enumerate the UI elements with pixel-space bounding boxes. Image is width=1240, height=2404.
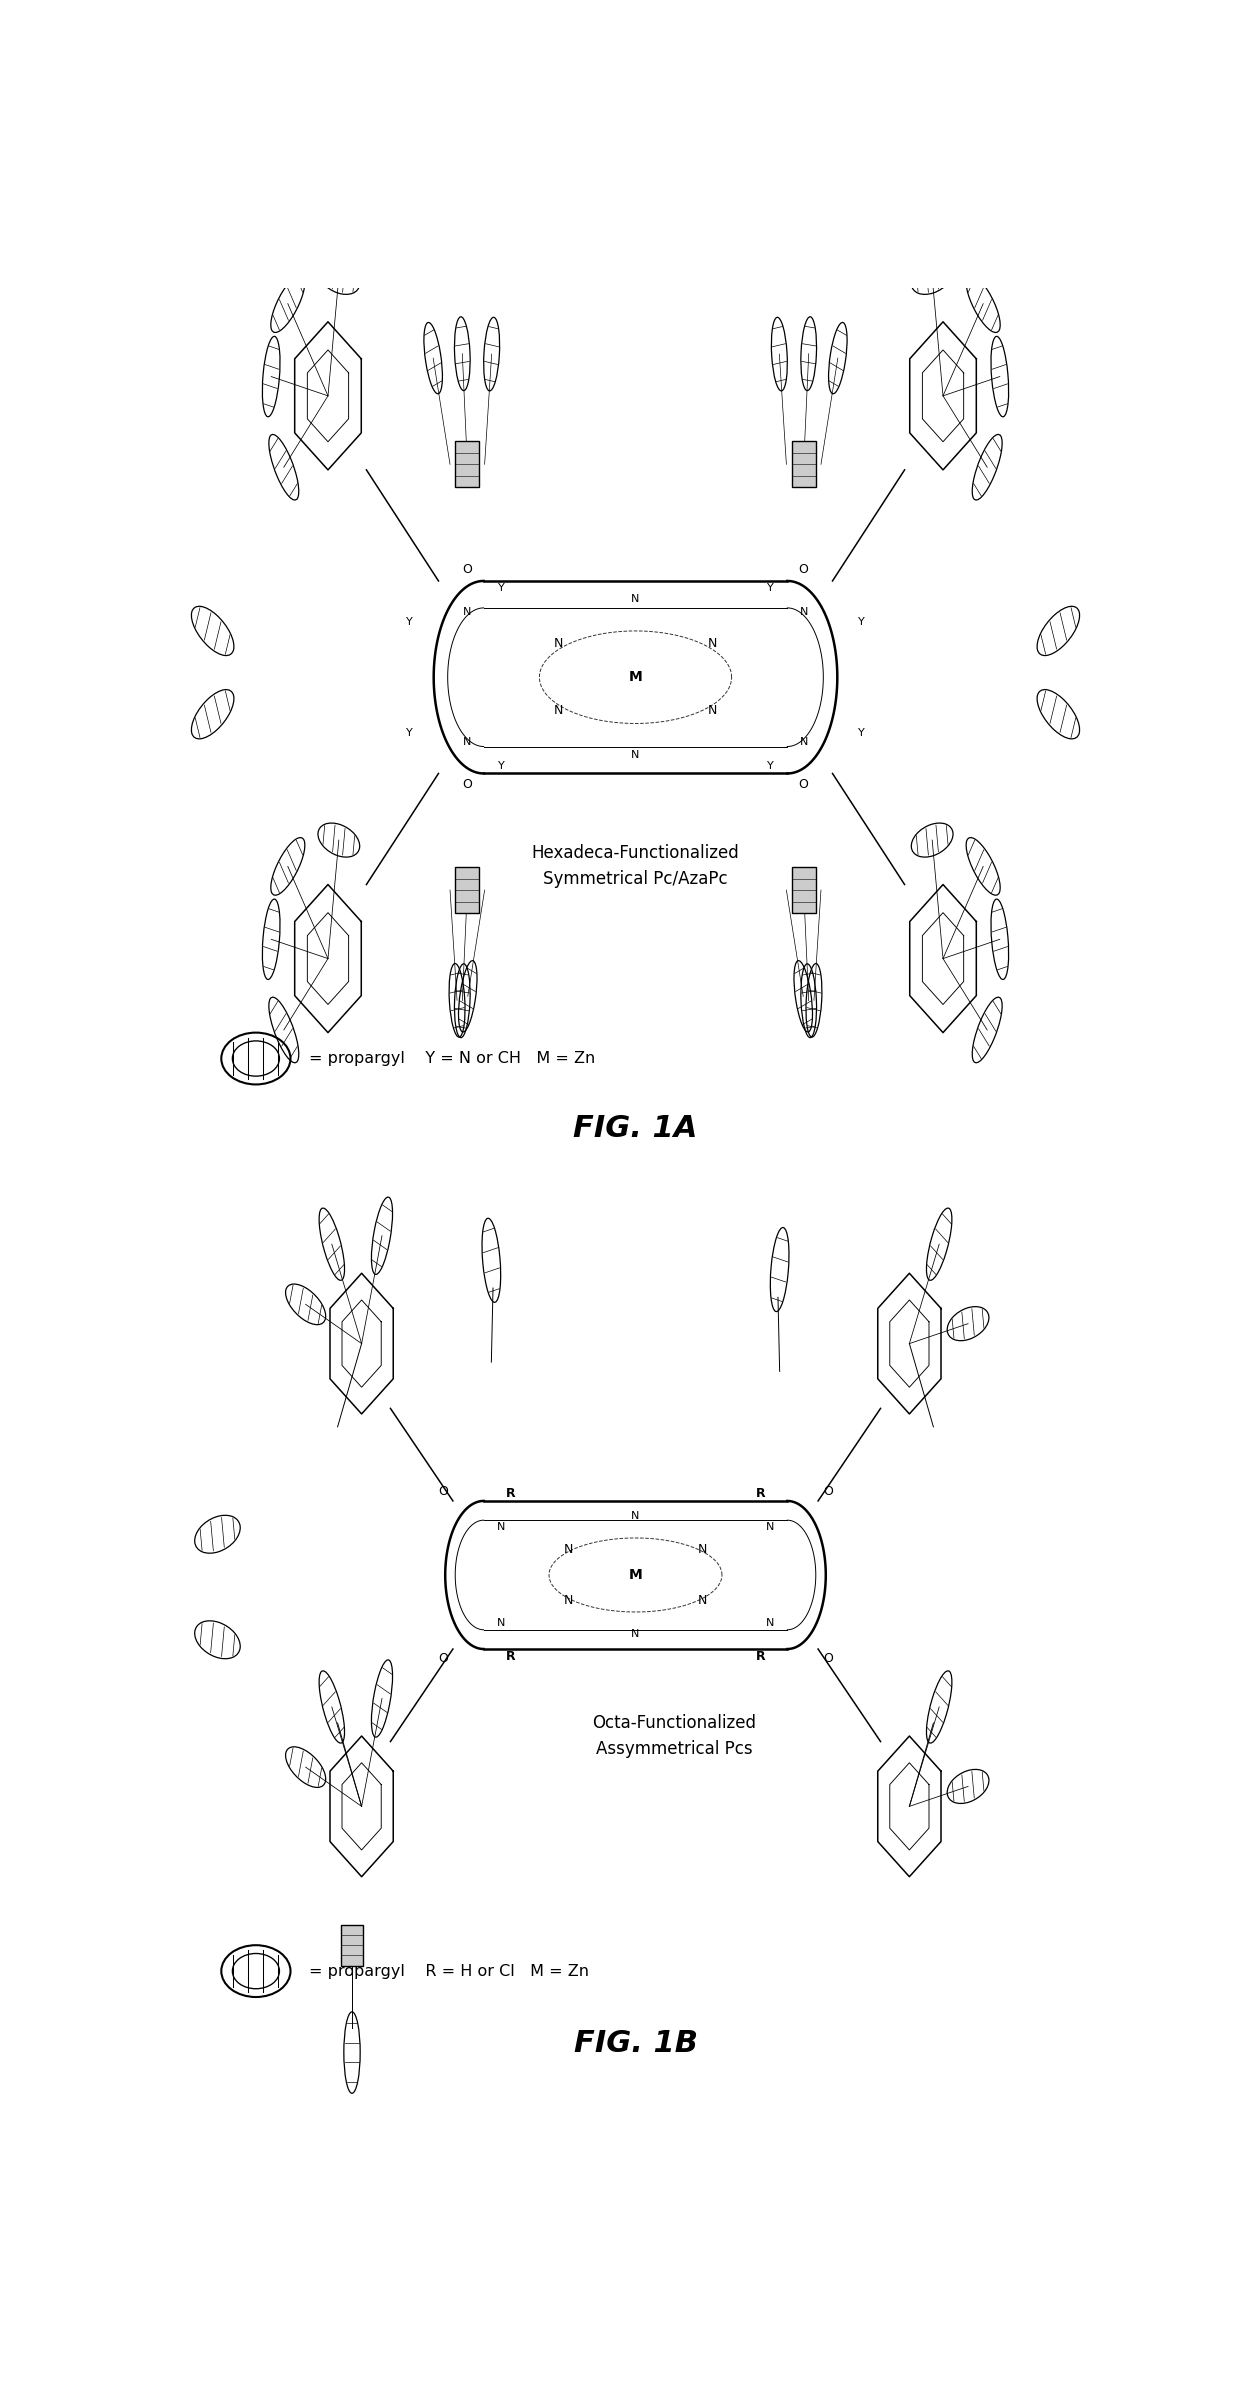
Text: Y: Y: [407, 728, 413, 738]
Text: N: N: [766, 1618, 774, 1628]
Text: N: N: [631, 1630, 640, 1640]
Text: R: R: [506, 1488, 516, 1500]
Text: N: N: [497, 1522, 505, 1531]
Text: FIG. 1B: FIG. 1B: [573, 2029, 697, 2058]
Text: Y: Y: [766, 584, 774, 594]
Text: FIG. 1A: FIG. 1A: [573, 1115, 698, 1144]
Text: N: N: [631, 750, 640, 760]
Text: O: O: [439, 1652, 448, 1666]
Text: O: O: [823, 1652, 832, 1666]
Text: N: N: [800, 608, 808, 618]
Bar: [791, 868, 816, 914]
Bar: [455, 868, 480, 914]
Text: = propargyl    Y = N or CH   M = Zn: = propargyl Y = N or CH M = Zn: [309, 1051, 595, 1065]
Text: N: N: [554, 637, 563, 651]
Text: O: O: [463, 779, 472, 791]
Text: Y: Y: [858, 728, 864, 738]
Text: N: N: [698, 1594, 708, 1608]
Text: M: M: [629, 671, 642, 685]
Bar: [791, 442, 816, 488]
Text: O: O: [799, 563, 808, 577]
Text: M: M: [629, 1567, 642, 1582]
Text: N: N: [766, 1522, 774, 1531]
Text: N: N: [708, 637, 717, 651]
Text: N: N: [631, 594, 640, 603]
Text: N: N: [800, 738, 808, 748]
Text: O: O: [799, 779, 808, 791]
Text: R: R: [755, 1649, 765, 1664]
Text: Y: Y: [858, 618, 864, 627]
Text: N: N: [554, 704, 563, 716]
Bar: [341, 1926, 362, 1966]
Text: N: N: [708, 704, 717, 716]
Text: O: O: [463, 563, 472, 577]
Text: R: R: [755, 1488, 765, 1500]
Bar: [455, 442, 480, 488]
Text: N: N: [631, 1510, 640, 1522]
Text: Y: Y: [497, 762, 505, 772]
Text: Hexadeca-Functionalized
Symmetrical Pc/AzaPc: Hexadeca-Functionalized Symmetrical Pc/A…: [532, 844, 739, 887]
Text: N: N: [563, 1543, 573, 1555]
Text: O: O: [439, 1486, 448, 1498]
Text: N: N: [463, 738, 471, 748]
Text: Y: Y: [407, 618, 413, 627]
Text: N: N: [497, 1618, 505, 1628]
Text: = propargyl    R = H or Cl   M = Zn: = propargyl R = H or Cl M = Zn: [309, 1964, 589, 1978]
Text: R: R: [506, 1649, 516, 1664]
Text: Y: Y: [766, 762, 774, 772]
Text: N: N: [698, 1543, 708, 1555]
Text: N: N: [563, 1594, 573, 1608]
Text: N: N: [463, 608, 471, 618]
Text: Y: Y: [497, 584, 505, 594]
Text: Octa-Functionalized
Assymmetrical Pcs: Octa-Functionalized Assymmetrical Pcs: [591, 1714, 756, 1757]
Text: O: O: [823, 1486, 832, 1498]
